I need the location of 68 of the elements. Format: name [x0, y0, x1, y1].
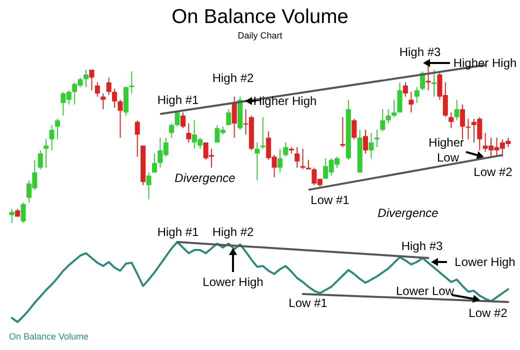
- candlestick: [408, 91, 414, 113]
- candlestick: [169, 122, 174, 138]
- annotation: Higher Low: [428, 136, 468, 164]
- candlestick: [174, 112, 180, 128]
- annotation: Lower High: [454, 255, 516, 269]
- candlestick: [146, 172, 152, 200]
- candlestick: [448, 112, 454, 129]
- candlestick: [94, 82, 100, 98]
- candlestick: [84, 69, 89, 88]
- candlestick: [426, 64, 431, 91]
- candlestick: [232, 96, 237, 138]
- candlestick: [402, 82, 408, 98]
- annotation: Low #2: [468, 306, 508, 320]
- candlestick: [431, 69, 436, 98]
- text: High #3: [399, 45, 441, 59]
- candlestick: [106, 77, 112, 96]
- annotation: High #1: [157, 93, 199, 107]
- annotation: Higher High: [453, 56, 517, 70]
- candlestick: [466, 118, 471, 140]
- candlestick: [9, 208, 14, 224]
- candlestick: [152, 152, 157, 173]
- chart-subtitle: Daily Chart: [238, 30, 283, 40]
- candlestick: [352, 118, 357, 140]
- candlestick: [49, 124, 54, 151]
- annotation: Low #1: [310, 193, 350, 207]
- chart-title: On Balance Volume: [172, 6, 348, 28]
- candlestick: [180, 112, 186, 129]
- annotation: High #3: [401, 239, 443, 253]
- candlestick: [100, 92, 106, 110]
- candlestick: [44, 138, 49, 168]
- candlestick: [226, 108, 232, 126]
- candlestick: [129, 70, 134, 94]
- text: High #1: [157, 225, 199, 239]
- candlestick: [254, 142, 260, 181]
- candlestick: [414, 86, 420, 104]
- candlestick: [306, 159, 311, 170]
- candlestick: [368, 132, 374, 159]
- candlestick: [20, 202, 26, 224]
- candlestick: [112, 88, 118, 108]
- candlestick: [54, 118, 60, 140]
- text: High #2: [212, 225, 254, 239]
- candlestick: [300, 148, 306, 170]
- candlestick: [186, 122, 192, 143]
- text: On Balance Volume: [9, 332, 89, 342]
- candlestick: [260, 116, 266, 150]
- annotation: Low #2: [474, 165, 513, 179]
- candlestick: [454, 99, 460, 121]
- candlestick: [294, 146, 300, 168]
- annotation: Low #1: [288, 296, 328, 310]
- candlestick: [363, 129, 368, 154]
- annotation: Lower Low: [396, 284, 454, 298]
- candlestick: [380, 108, 386, 132]
- annotation: Divergence: [174, 171, 236, 185]
- annotation: High #2: [212, 71, 254, 85]
- candlestick: [340, 116, 346, 148]
- candlestick: [283, 142, 288, 158]
- candlestick: [386, 108, 391, 124]
- annotation: Lower High: [202, 275, 264, 289]
- candlestick: [134, 120, 140, 158]
- annotation: Divergence: [378, 206, 439, 220]
- candlestick: [118, 99, 123, 138]
- candlestick: [38, 150, 43, 170]
- candlestick: [89, 69, 94, 91]
- annotation: Higher High: [253, 94, 317, 108]
- candlestick: [392, 99, 397, 118]
- candlestick: [397, 82, 402, 113]
- candlestick: [277, 148, 282, 173]
- candlestick: [374, 129, 380, 148]
